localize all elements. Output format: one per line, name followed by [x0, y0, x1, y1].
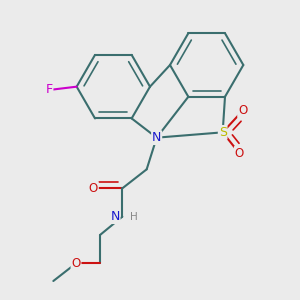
- Text: O: O: [71, 257, 81, 270]
- Text: O: O: [235, 147, 244, 160]
- Text: O: O: [238, 104, 247, 117]
- Text: N: N: [110, 210, 120, 223]
- Text: S: S: [219, 126, 227, 139]
- Text: H: H: [130, 212, 137, 222]
- Text: N: N: [152, 131, 161, 144]
- Text: O: O: [89, 182, 98, 195]
- Text: F: F: [45, 83, 52, 97]
